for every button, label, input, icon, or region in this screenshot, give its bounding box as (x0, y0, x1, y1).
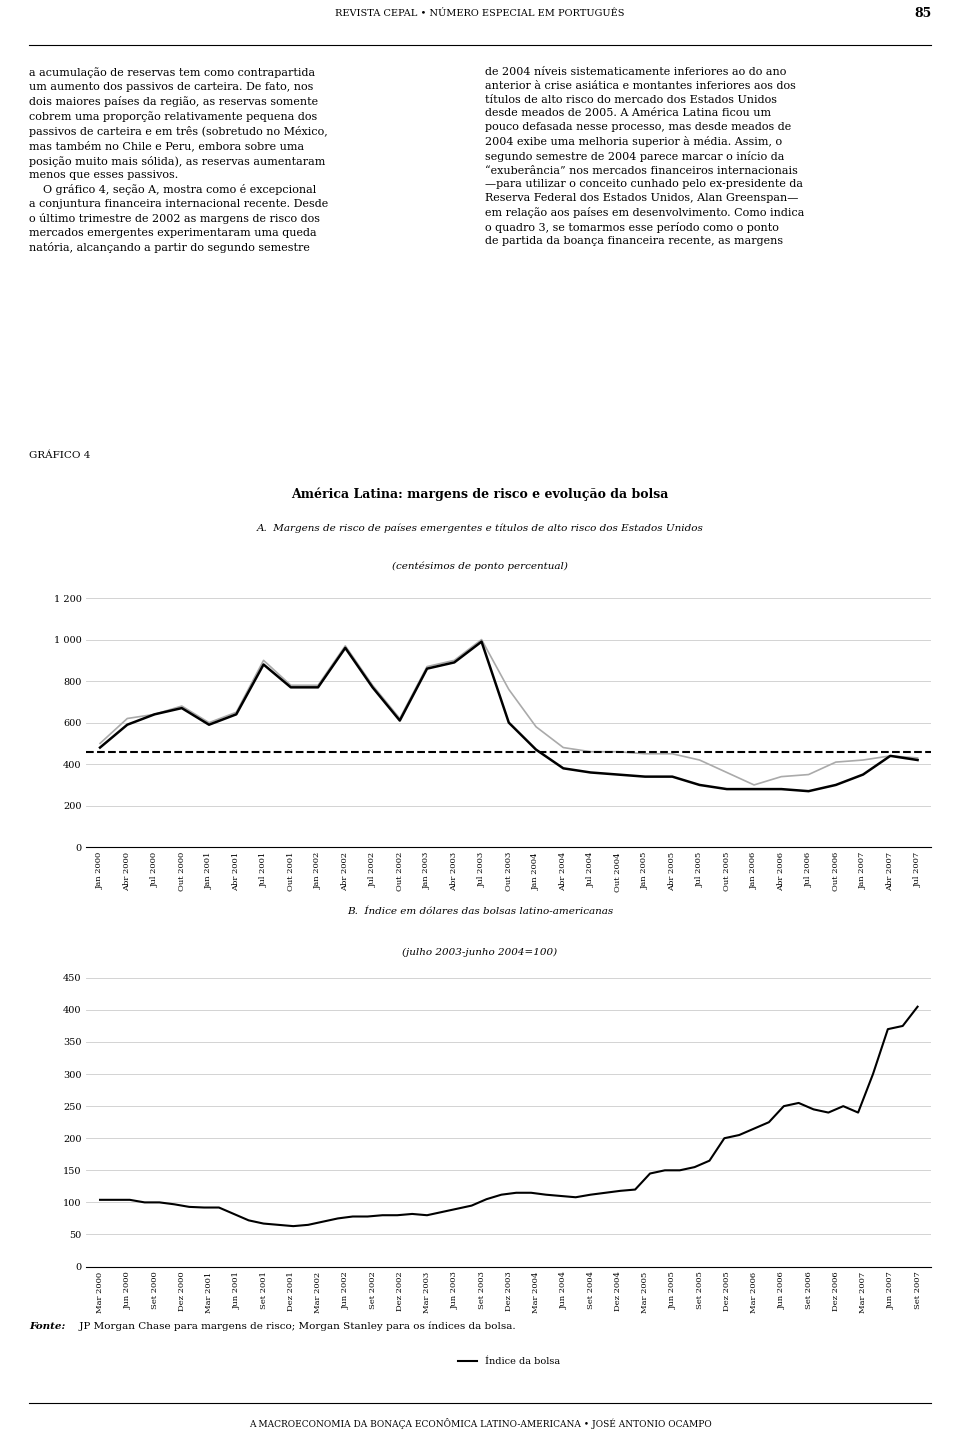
Text: a acumulação de reservas tem como contrapartida
um aumento dos passivos de carte: a acumulação de reservas tem como contra… (29, 67, 328, 253)
Text: REVISTA CEPAL • NÚMERO ESPECIAL EM PORTUGUÊS: REVISTA CEPAL • NÚMERO ESPECIAL EM PORTU… (335, 9, 625, 19)
Text: 85: 85 (914, 7, 931, 20)
Text: (julho 2003-junho 2004=100): (julho 2003-junho 2004=100) (402, 948, 558, 958)
Legend: EMBI, Títulos de alto risco, Média EMBI 12 meses antes da crise asiática: EMBI, Títulos de alto risco, Média EMBI … (286, 966, 732, 984)
Text: (centésimos de ponto percentual): (centésimos de ponto percentual) (392, 561, 568, 570)
Text: Fonte:: Fonte: (29, 1321, 65, 1331)
Legend: Índice da bolsa: Índice da bolsa (454, 1354, 564, 1370)
Text: A MACROECONOMIA DA BONAÇA ECONÔMICA LATINO-AMERICANA • JOSÉ ANTONIO OCAMPO: A MACROECONOMIA DA BONAÇA ECONÔMICA LATI… (249, 1417, 711, 1429)
Text: América Latina: margens de risco e evolução da bolsa: América Latina: margens de risco e evolu… (291, 487, 669, 501)
Text: A.  Margens de risco de países emergentes e títulos de alto risco dos Estados Un: A. Margens de risco de países emergentes… (256, 523, 704, 533)
Text: de 2004 níveis sistematicamente inferiores ao do ano
anterior à crise asiática e: de 2004 níveis sistematicamente inferior… (485, 67, 804, 247)
Text: B.  Índice em dólares das bolsas latino-americanas: B. Índice em dólares das bolsas latino-a… (347, 906, 613, 916)
Text: GRÁFICO 4: GRÁFICO 4 (29, 451, 90, 461)
Text: JP Morgan Chase para margens de risco; Morgan Stanley para os índices da bolsa.: JP Morgan Chase para margens de risco; M… (76, 1321, 516, 1331)
